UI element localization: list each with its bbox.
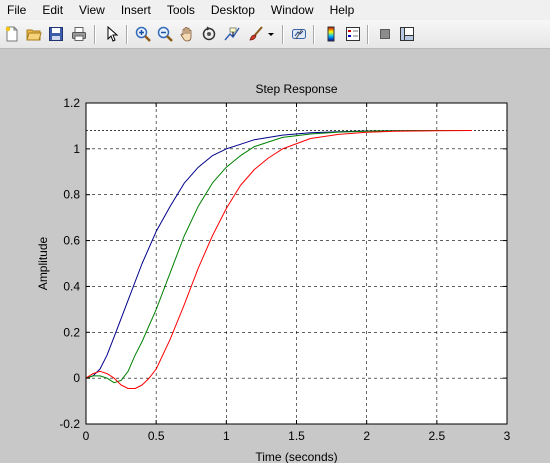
y-tick-label: -0.2 <box>59 417 80 431</box>
x-axis-label: Time (seconds) <box>255 450 337 463</box>
menu-help[interactable]: Help <box>329 3 355 17</box>
step-response-line <box>85 130 472 384</box>
zoom-out-icon[interactable] <box>155 24 175 44</box>
grid-lines <box>86 103 507 424</box>
figure-canvas: 0 0.5 1 1.5 2 2.5 3 -0.2 0 0.2 0.4 0.6 0.8 1 1.2 Step … <box>0 49 550 463</box>
print-icon[interactable] <box>69 24 89 44</box>
y-tick-label: 0.4 <box>63 279 80 293</box>
brush-icon[interactable] <box>246 24 266 44</box>
toolbar-separator <box>94 25 96 44</box>
figure-toolbar <box>0 20 550 49</box>
chart-title: Step Response <box>255 82 337 96</box>
data-cursor-icon[interactable] <box>222 24 242 44</box>
toolbar-separator <box>126 25 128 44</box>
y-tick-label: 0 <box>73 371 80 385</box>
y-axis-label: Amplitude <box>36 237 50 291</box>
menu-view[interactable]: View <box>79 3 105 17</box>
menu-edit[interactable]: Edit <box>42 3 64 17</box>
y-tick-label: 0.6 <box>63 234 80 248</box>
menu-tools[interactable]: Tools <box>166 3 195 17</box>
hide-plot-tools-icon[interactable] <box>375 24 395 44</box>
x-tick-label: 0 <box>83 429 90 443</box>
x-tick-label: 2.5 <box>428 429 445 443</box>
open-file-icon[interactable] <box>24 24 44 44</box>
y-tick-label: 0.2 <box>63 325 80 339</box>
x-tick-label: 1.5 <box>288 429 305 443</box>
toolbar-separator <box>367 25 369 44</box>
x-tick-label: 3 <box>504 429 511 443</box>
save-icon[interactable] <box>46 24 66 44</box>
step-response-plot[interactable]: 0 0.5 1 1.5 2 2.5 3-0.200.20.40.60.811.2 Step … <box>0 49 550 463</box>
menu-desktop[interactable]: Desktop <box>210 3 255 17</box>
x-tick-label: 1 <box>223 429 230 443</box>
menu-file[interactable]: File <box>7 3 27 17</box>
plot-series <box>85 130 472 389</box>
legend-icon[interactable] <box>343 24 363 44</box>
y-tick-label: 1.2 <box>63 96 80 110</box>
axes-background <box>86 103 507 424</box>
new-figure-icon[interactable] <box>2 24 22 44</box>
toolbar-separator <box>282 25 284 44</box>
pan-hand-icon[interactable] <box>177 24 197 44</box>
menu-window[interactable]: Window <box>270 3 314 17</box>
menu-insert[interactable]: Insert <box>120 3 151 17</box>
toolbar-separator <box>313 25 315 44</box>
step-response-line <box>85 130 472 389</box>
edit-plot-arrow-icon[interactable] <box>102 24 122 44</box>
link-plot-icon[interactable] <box>289 24 309 44</box>
menu-bar: File Edit View Insert Tools Desktop Wind… <box>0 0 550 20</box>
colorbar-icon[interactable] <box>321 24 341 44</box>
rotate-3d-icon[interactable] <box>199 24 219 44</box>
x-tick-label: 2 <box>363 429 370 443</box>
zoom-in-icon[interactable] <box>133 24 153 44</box>
x-tick-label: 0.5 <box>148 429 165 443</box>
y-tick-label: 0.8 <box>63 188 80 202</box>
y-tick-label: 1 <box>73 142 80 156</box>
axis-ticks: 0 0.5 1 1.5 2 2.5 3-0.200.20.40.60.811.2 <box>59 96 510 443</box>
show-plot-tools-icon[interactable] <box>397 24 417 44</box>
chevron-down-icon[interactable] <box>266 24 276 44</box>
